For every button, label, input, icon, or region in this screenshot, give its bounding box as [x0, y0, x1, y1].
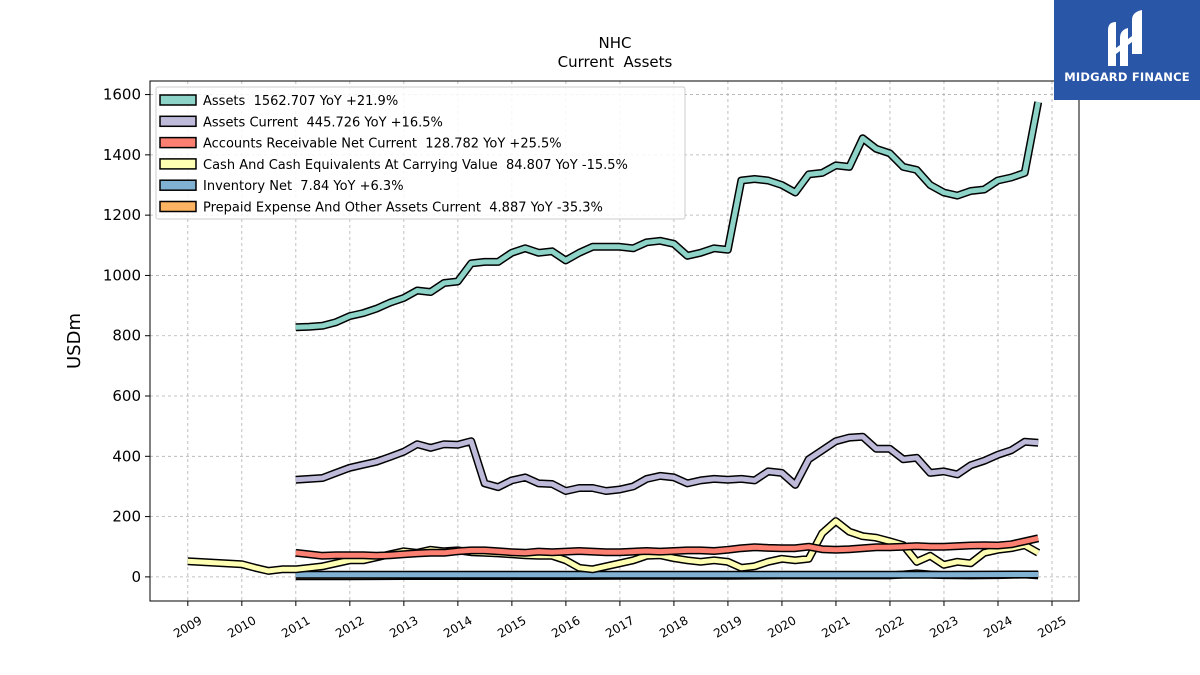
y-tick-label: 1400 [103, 146, 141, 164]
series-line-assets-current [295, 434, 1039, 494]
x-tick-label: 2017 [603, 613, 636, 640]
x-tick-label: 2011 [279, 613, 312, 640]
x-tick-label: 2022 [873, 613, 906, 640]
legend-entry: Inventory Net 7.84 YoY +6.3% [203, 179, 404, 194]
x-tick-label: 2025 [1035, 613, 1068, 640]
y-axis-label: USDm [64, 313, 85, 369]
legend-swatch [159, 94, 197, 106]
plot-frame [149, 80, 1080, 602]
x-tick-label: 2010 [225, 613, 258, 640]
x-tick-label: 2016 [549, 613, 582, 640]
y-tick-label: 0 [131, 568, 141, 586]
logo-text: MIDGARD FINANCE [1064, 70, 1190, 84]
chart-title: NHC [599, 34, 632, 52]
series-lines [187, 101, 1043, 581]
x-tick-label: 2018 [657, 613, 690, 640]
legend-entry: Prepaid Expense And Other Assets Current… [203, 201, 603, 216]
y-tick-label: 400 [112, 447, 141, 465]
x-tick-label: 2009 [171, 613, 204, 640]
x-tick-label: 2020 [765, 613, 798, 640]
legend-swatch [159, 115, 197, 128]
x-axis-ticks: 2009 2010 2011 2012 2013 2014 2015 2016 2017 2018… [171, 601, 1069, 641]
midgard-logo-icon [1108, 10, 1142, 66]
y-tick-label: 1200 [103, 206, 141, 224]
x-tick-label: 2023 [927, 613, 960, 640]
series-outline-assets-current [295, 432, 1039, 495]
legend-box [155, 86, 686, 220]
x-tick-label: 2021 [819, 613, 852, 640]
legend-swatch [159, 158, 197, 170]
x-tick-label: 2015 [495, 613, 528, 640]
y-tick-label: 800 [112, 327, 141, 345]
y-tick-label: 1000 [103, 266, 141, 284]
legend-swatch [159, 136, 197, 149]
midgard-finance-logo: MIDGARD FINANCE [1054, 0, 1200, 100]
series-line-assets [295, 101, 1041, 330]
x-tick-label: 2024 [981, 613, 1014, 640]
legend-entry: Cash And Cash Equivalents At Carrying Va… [203, 158, 628, 173]
x-tick-label: 2019 [711, 613, 744, 640]
legend-entry: Accounts Receivable Net Current 128.782 … [203, 137, 562, 152]
legend-swatch [159, 200, 197, 213]
legend-entry: Assets 1562.707 YoY +21.9% [203, 94, 398, 109]
x-tick-label: 2012 [333, 613, 366, 640]
x-tick-label: 2013 [387, 613, 420, 640]
y-tick-label: 200 [112, 508, 141, 526]
y-tick-label: 1600 [103, 86, 141, 104]
y-axis-ticks: 0 200 400 600 800 1000 1200 1400 1600 [103, 86, 150, 586]
legend-entry: Assets Current 445.726 YoY +16.5% [203, 115, 443, 130]
legend-swatch [159, 179, 197, 191]
chart-subtitle: Current Assets [558, 53, 673, 71]
y-tick-label: 600 [112, 387, 141, 405]
series-line-accounts-receivable-net-current [295, 535, 1039, 559]
x-tick-label: 2014 [441, 613, 474, 640]
legend: Assets 1562.707 YoY +21.9% Assets Current… [155, 86, 686, 220]
